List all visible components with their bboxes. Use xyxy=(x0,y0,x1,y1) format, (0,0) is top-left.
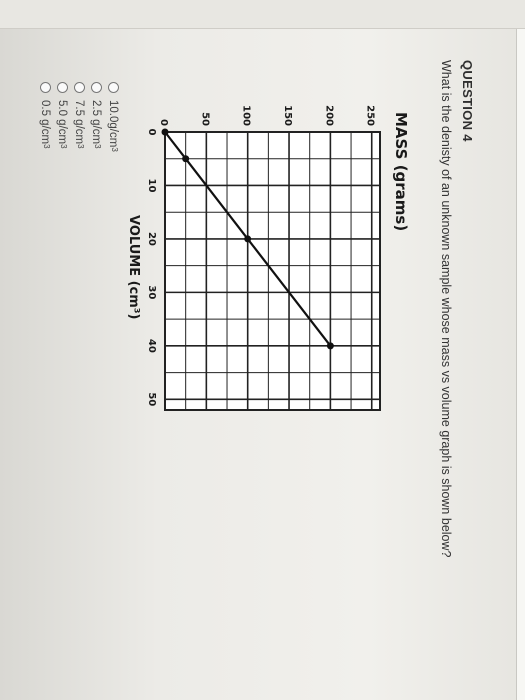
data-series-line xyxy=(164,131,332,347)
option-label: 7.5 g/cm xyxy=(73,100,86,145)
data-point xyxy=(326,342,334,350)
y-tick-label: 0 xyxy=(158,119,169,126)
option-10-0[interactable]: 10.0g/cm 3 xyxy=(105,82,122,152)
option-exponent: 3 xyxy=(76,144,85,149)
option-label: 10.0g/cm xyxy=(107,100,120,148)
radio-button[interactable] xyxy=(74,82,85,93)
y-tick-label: 200 xyxy=(323,105,334,126)
x-axis-title: VOLUME (cm³) xyxy=(126,215,141,319)
y-tick-label: 50 xyxy=(199,112,210,126)
y-tick-label: 150 xyxy=(282,105,293,126)
y-axis-title: MASS (grams) xyxy=(392,112,410,231)
x-tick-label: 40 xyxy=(146,339,157,353)
option-label: 2.5 g/cm xyxy=(90,100,103,145)
top-divider xyxy=(516,0,525,700)
option-exponent: 3 xyxy=(93,144,102,149)
x-tick-label: 50 xyxy=(146,392,157,406)
option-label: 5.0 g/cm xyxy=(56,100,69,145)
x-tick-label: 30 xyxy=(146,285,157,299)
option-exponent: 3 xyxy=(42,144,51,149)
data-point xyxy=(244,235,252,243)
option-exponent: 3 xyxy=(110,147,119,152)
x-tick-label: 10 xyxy=(146,179,157,193)
data-point xyxy=(182,155,190,163)
y-tick-label: 100 xyxy=(241,105,252,126)
radio-button[interactable] xyxy=(91,82,102,93)
option-7-5[interactable]: 7.5 g/cm 3 xyxy=(71,82,88,152)
x-tick-label: 0 xyxy=(146,129,157,136)
radio-button[interactable] xyxy=(57,82,68,93)
x-tick-label: 20 xyxy=(146,232,157,246)
option-label: 0.5 g/cm xyxy=(39,100,52,145)
left-margin xyxy=(0,0,525,29)
answer-options: 10.0g/cm 3 2.5 g/cm 3 7.5 g/cm 3 5.0 g/cm 3 … xyxy=(37,82,122,152)
question-header: QUESTION 4 xyxy=(460,60,475,142)
question-text: What is the denisty of an unknown sample… xyxy=(439,60,453,558)
radio-button[interactable] xyxy=(40,82,51,93)
option-0-5[interactable]: 0.5 g/cm 3 xyxy=(37,82,54,152)
option-5-0[interactable]: 5.0 g/cm 3 xyxy=(54,82,71,152)
option-2-5[interactable]: 2.5 g/cm 3 xyxy=(88,82,105,152)
radio-button[interactable] xyxy=(108,82,119,93)
data-point xyxy=(161,128,169,136)
option-exponent: 3 xyxy=(59,144,68,149)
y-tick-label: 250 xyxy=(365,105,376,126)
